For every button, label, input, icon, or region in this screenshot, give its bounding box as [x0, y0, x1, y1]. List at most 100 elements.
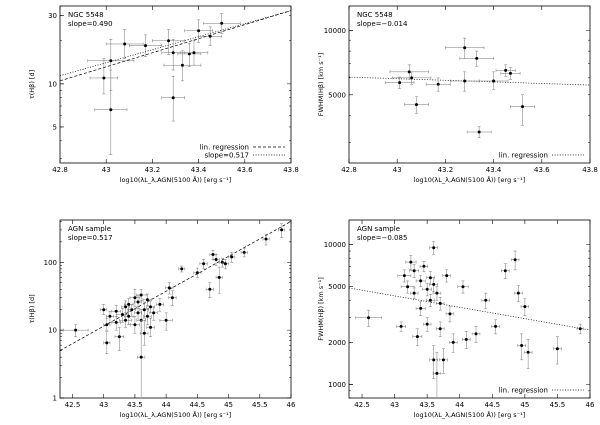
point-marker [74, 328, 78, 332]
data-point [103, 331, 111, 354]
point-marker [477, 130, 481, 134]
data-point [168, 290, 177, 306]
point-marker [167, 286, 171, 290]
panel-title: AGN sample [68, 225, 111, 233]
point-marker [164, 318, 168, 322]
point-marker [102, 76, 106, 80]
x-tick-label: 44.5 [485, 401, 501, 409]
chart-panel-1: 42.8 43 43.2 43.4 43.6 43.8 5 10 30 log10(λL_λ,AG… [28, 5, 299, 184]
x-tick-label: 42.5 [65, 401, 81, 409]
point-marker [435, 291, 439, 295]
chart-panel-3: 42.5 43 43.5 44 44.5 45 45.5 46 1 10 100 log10(λL_λ… [28, 219, 296, 419]
data-point [193, 267, 202, 278]
point-marker [114, 320, 118, 324]
x-tick-label: 42.8 [52, 166, 68, 174]
fit-line [60, 10, 291, 77]
point-marker [451, 340, 455, 344]
data-point [419, 261, 429, 272]
data-point [262, 233, 270, 246]
y-tick-label: 10000 [324, 27, 346, 35]
data-layer [60, 221, 291, 398]
data-point [179, 40, 209, 66]
data-point [426, 271, 435, 285]
data-layer [60, 10, 291, 155]
point-marker [432, 358, 436, 362]
data-point [409, 264, 419, 278]
data-point [199, 259, 208, 270]
x-axis-label: log10(λL_λ,AGN(5100 Å)) [erg s⁻¹] [120, 410, 232, 419]
data-point [100, 304, 108, 315]
data-layer [349, 37, 590, 138]
data-point [481, 292, 490, 309]
data-point [120, 300, 131, 314]
data-point [89, 58, 118, 95]
point-marker [508, 71, 512, 75]
point-marker [105, 341, 109, 345]
data-point [149, 306, 158, 321]
point-marker [124, 305, 128, 309]
legend-label: lin. regression [499, 152, 548, 160]
point-marker [409, 260, 413, 264]
x-tick-label: 46 [287, 401, 296, 409]
y-tick-label: 10 [48, 80, 57, 88]
data-point [215, 266, 223, 294]
x-tick-label: 45 [520, 401, 529, 409]
x-tick-label: 45.5 [252, 401, 268, 409]
data-point [466, 126, 492, 138]
data-point [139, 301, 149, 319]
data-point [384, 76, 415, 89]
y-axis-label: τ(Hβ) [d] [28, 294, 36, 323]
data-point [423, 317, 432, 332]
point-marker [171, 51, 175, 55]
data-point [412, 328, 423, 346]
data-point [105, 29, 144, 59]
data-point [135, 289, 147, 302]
data-point [501, 263, 510, 280]
data-point [146, 317, 155, 337]
point-marker [367, 316, 371, 320]
point-marker [428, 276, 432, 280]
data-layer [349, 241, 590, 398]
point-marker [264, 237, 268, 241]
plot-frame [348, 219, 591, 399]
data-point [397, 269, 412, 283]
point-marker [208, 287, 212, 291]
data-point [523, 339, 533, 369]
data-point [517, 333, 526, 361]
y-tick-label: 2000 [328, 339, 346, 347]
point-marker [139, 355, 143, 359]
data-point [429, 277, 438, 293]
data-point [178, 265, 186, 273]
point-marker [475, 56, 479, 60]
plot-frame [59, 219, 292, 399]
slope-annotation: slope=−0.014 [357, 20, 408, 28]
data-point [198, 26, 222, 46]
point-marker [136, 311, 140, 315]
legend-label: lin. regression [200, 144, 249, 152]
point-marker [521, 105, 525, 109]
x-tick-label: 43.4 [191, 166, 207, 174]
data-point [111, 316, 121, 331]
panel-title: AGN sample [357, 225, 400, 233]
point-marker [428, 298, 432, 302]
point-marker [192, 51, 196, 55]
data-point [228, 252, 236, 263]
point-marker [170, 296, 174, 300]
point-marker [195, 271, 199, 275]
data-point [426, 294, 435, 307]
point-marker [555, 347, 559, 351]
data-point [212, 254, 220, 266]
x-tick-label: 44 [455, 401, 464, 409]
plot-frame [348, 5, 591, 164]
point-marker [280, 228, 284, 232]
data-point [127, 304, 136, 317]
point-marker [220, 21, 224, 25]
point-marker [463, 46, 467, 50]
legend-label: slope=0.517 [204, 152, 249, 160]
data-point [114, 327, 124, 351]
point-marker [117, 335, 121, 339]
point-marker [171, 96, 175, 100]
point-marker [410, 76, 414, 80]
y-axis-label: FWHM(Hβ) [km s⁻¹] [317, 277, 325, 341]
point-marker [145, 314, 149, 318]
